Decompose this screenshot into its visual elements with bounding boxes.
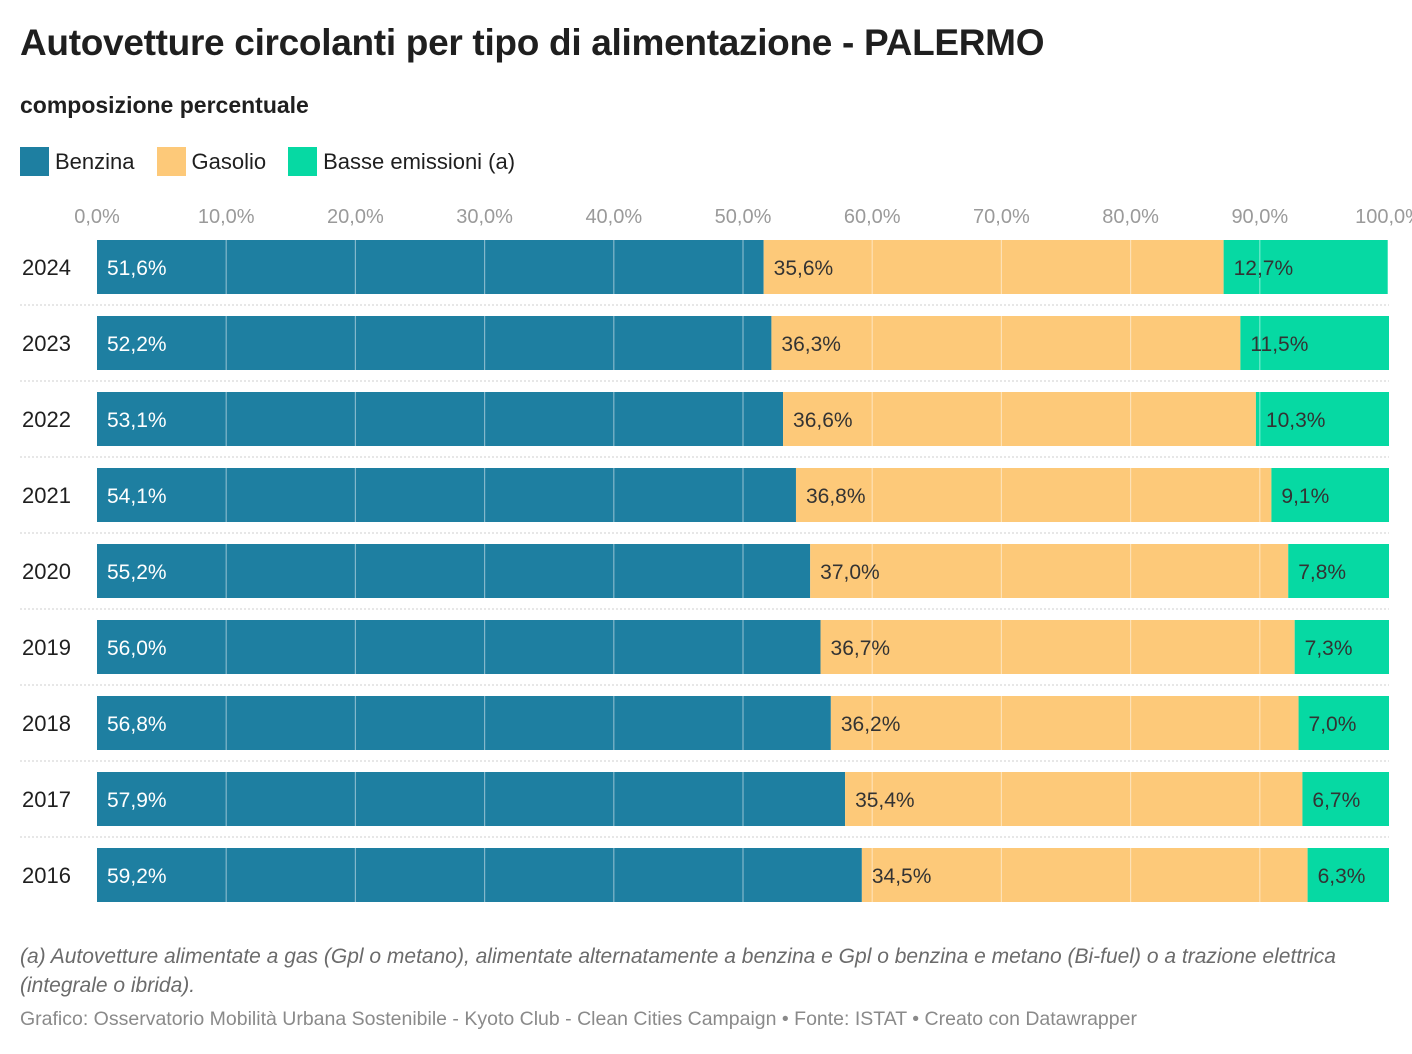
bar-segment-basse-emissioni (1302, 772, 1389, 826)
data-label: 6,3% (1318, 865, 1366, 888)
bar-segment-benzina (97, 620, 821, 674)
data-label: 57,9% (107, 789, 167, 812)
bar-segment-benzina (97, 240, 764, 294)
bar-segment-benzina (97, 468, 796, 522)
credits: Grafico: Osservatorio Mobilità Urbana So… (20, 1008, 1137, 1030)
bar-segment-gasolio (783, 392, 1256, 446)
bar-segment-benzina (97, 544, 811, 598)
data-label: 7,3% (1305, 637, 1353, 660)
bar-segment-gasolio (820, 620, 1295, 674)
data-label: 52,2% (107, 333, 167, 356)
data-label: 55,2% (107, 561, 167, 584)
footnote: (a) Autovetture alimentate a gas (Gpl o … (20, 945, 1336, 997)
legend-item-basse-emissioni: Basse emissioni (a) (288, 147, 515, 176)
chart-title: Autovetture circolanti per tipo di alime… (20, 22, 1045, 63)
x-tick-label: 50,0% (715, 206, 772, 228)
data-label: 6,7% (1312, 789, 1360, 812)
x-tick-label: 70,0% (973, 206, 1030, 228)
year-label: 2019 (22, 635, 71, 660)
x-tick-label: 60,0% (844, 206, 901, 228)
data-label: 56,0% (107, 637, 167, 660)
bar-segment-gasolio (830, 696, 1299, 750)
year-label: 2023 (22, 331, 71, 356)
stacked-bar-chart: 0,0% 10,0% 20,0% 30,0% 40,0% 50,0% 60,0% 70,0% 8… (20, 206, 1412, 902)
x-tick-label: 20,0% (327, 206, 384, 228)
bar-segment-gasolio (771, 316, 1241, 370)
year-label: 2021 (22, 483, 71, 508)
bar-segment-basse-emissioni (1223, 240, 1388, 294)
data-label: 36,2% (841, 713, 901, 736)
data-label: 7,0% (1309, 713, 1357, 736)
legend-label-benzina: Benzina (55, 148, 135, 174)
data-label: 54,1% (107, 485, 167, 508)
data-label: 11,5% (1250, 333, 1308, 356)
data-label: 7,8% (1298, 561, 1346, 584)
legend-label-gasolio: Gasolio (191, 148, 267, 174)
legend-label-basse-emissioni: Basse emissioni (a) (323, 148, 516, 174)
data-label: 56,8% (107, 713, 167, 736)
bar-segment-benzina (97, 848, 862, 902)
year-label: 2020 (22, 559, 71, 584)
legend-swatch-basse-emissioni (288, 147, 318, 176)
data-label: 37,0% (820, 561, 880, 584)
bar-segment-basse-emissioni (1255, 392, 1389, 446)
data-label: 59,2% (107, 865, 167, 888)
data-label: 53,1% (107, 409, 167, 432)
data-label: 9,1% (1281, 485, 1329, 508)
data-label: 10,3% (1266, 409, 1326, 432)
data-label: 51,6% (107, 257, 167, 280)
x-tick-label: 80,0% (1102, 206, 1159, 228)
bar-segment-gasolio (763, 240, 1224, 294)
data-label: 12,7% (1234, 257, 1294, 280)
bar-segment-basse-emissioni (1307, 848, 1389, 902)
year-label: 2022 (22, 407, 71, 432)
bar-segment-basse-emissioni (1298, 696, 1389, 750)
bar-segment-gasolio (861, 848, 1308, 902)
legend-item-benzina: Benzina (20, 147, 135, 176)
year-label: 2017 (22, 787, 71, 812)
x-tick-label: 40,0% (585, 206, 642, 228)
bar-segment-gasolio (810, 544, 1289, 598)
data-label: 35,6% (774, 257, 834, 280)
bar-segment-basse-emissioni (1288, 544, 1389, 598)
data-label: 36,7% (831, 637, 891, 660)
data-label: 36,8% (806, 485, 866, 508)
data-label: 34,5% (872, 865, 932, 888)
year-label: 2024 (22, 255, 71, 280)
bar-segment-benzina (97, 772, 846, 826)
year-label: 2016 (22, 863, 71, 888)
bar-segment-benzina (97, 696, 831, 750)
data-label: 35,4% (855, 789, 915, 812)
bar-segment-basse-emissioni (1240, 316, 1389, 370)
bar-segment-benzina (97, 316, 772, 370)
x-tick-label: 30,0% (456, 206, 513, 228)
data-label: 36,3% (781, 333, 841, 356)
legend-swatch-gasolio (156, 147, 186, 176)
bar-segment-basse-emissioni (1294, 620, 1389, 674)
x-tick-label: 100,0% (1355, 206, 1412, 228)
legend-swatch-benzina (20, 147, 49, 176)
data-label: 36,6% (793, 409, 853, 432)
chart-subtitle: composizione percentuale (20, 92, 309, 118)
year-label: 2018 (22, 711, 71, 736)
x-tick-label: 10,0% (198, 206, 255, 228)
legend: Benzina Gasolio Basse emissioni (a) (20, 147, 537, 176)
bar-segment-gasolio (795, 468, 1272, 522)
x-tick-label: 0,0% (74, 206, 120, 228)
bar-segment-basse-emissioni (1271, 468, 1389, 522)
bar-segment-benzina (97, 392, 784, 446)
bar-segment-gasolio (845, 772, 1303, 826)
legend-item-gasolio: Gasolio (156, 147, 267, 176)
x-tick-label: 90,0% (1231, 206, 1288, 228)
